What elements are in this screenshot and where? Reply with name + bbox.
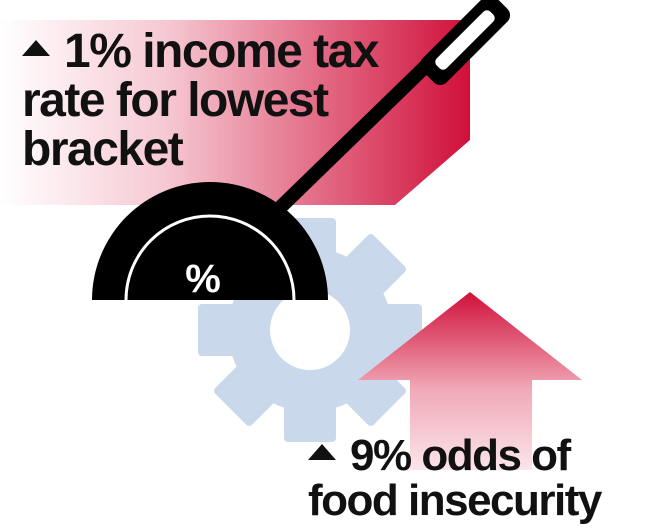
top-caption-text-1: 1% income tax [64, 25, 379, 78]
top-gradient-band [0, 20, 470, 205]
bottom-caption-line-2: food insecurity [308, 475, 602, 525]
percent-symbol: % [185, 257, 221, 301]
up-arrow-icon [358, 292, 582, 470]
top-caption-line-3: bracket [22, 122, 184, 176]
bottom-caption: 9% odds of food insecurity [308, 431, 602, 525]
up-triangle-icon [308, 444, 336, 461]
up-triangle-icon [22, 40, 50, 57]
bottom-caption-text-1: 9% odds of [350, 431, 571, 480]
gauge-dial: % [92, 182, 328, 301]
top-caption: 1% income tax rate for lowest bracket [22, 25, 379, 176]
top-caption-line-1: 1% income tax [22, 25, 379, 78]
top-caption-line-2: rate for lowest [22, 73, 329, 127]
bottom-caption-line-1: 9% odds of [308, 431, 601, 480]
